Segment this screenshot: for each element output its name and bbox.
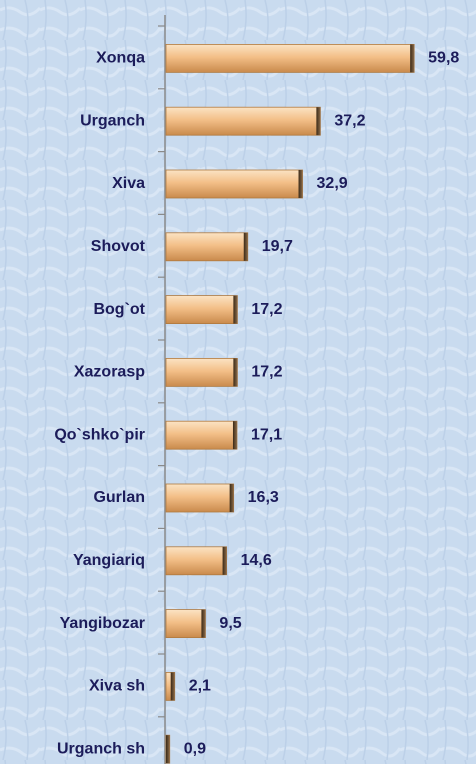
- bar: [165, 546, 227, 576]
- category-label: Gurlan: [93, 489, 145, 506]
- category-label: Qo`shko`pir: [54, 426, 145, 443]
- value-label: 37,2: [334, 112, 365, 129]
- category-label: Bog`ot: [93, 301, 145, 318]
- value-label: 2,1: [189, 678, 211, 695]
- category-label: Xonqa: [96, 50, 145, 67]
- value-label: 17,1: [251, 426, 282, 443]
- bar: [165, 609, 206, 638]
- category-label: Yangibozar: [60, 615, 145, 632]
- category-label: Urganch: [80, 112, 145, 129]
- bar-cap: [233, 295, 238, 324]
- bar-cap: [298, 170, 303, 198]
- category-label: Urganch sh: [57, 740, 145, 757]
- category-label: Xazorasp: [74, 364, 145, 381]
- bar-cap: [243, 232, 248, 261]
- value-label: 17,2: [251, 364, 282, 381]
- value-label: 16,3: [248, 489, 279, 506]
- bar-cap: [201, 609, 206, 638]
- bar: [165, 232, 249, 262]
- bar: [165, 483, 235, 513]
- value-label: 19,7: [262, 238, 293, 255]
- bar-cap: [232, 421, 237, 450]
- bar: [165, 357, 238, 387]
- category-label: Yangiariq: [73, 552, 145, 569]
- bar: [165, 420, 238, 450]
- category-label: Shovot: [91, 238, 146, 255]
- bar: [165, 295, 238, 325]
- bar: [165, 44, 415, 73]
- bar-cap: [316, 107, 321, 136]
- value-label: 0,9: [184, 740, 206, 757]
- bar: [165, 169, 303, 199]
- category-label: Xiva: [112, 175, 145, 192]
- bar-cap: [233, 358, 238, 387]
- category-label: Xiva sh: [89, 678, 145, 695]
- bar: [165, 106, 321, 136]
- value-label: 32,9: [317, 175, 348, 192]
- bar-cap: [170, 672, 175, 701]
- value-label: 14,6: [241, 552, 272, 569]
- bar-cap: [222, 546, 227, 575]
- value-label: 9,5: [219, 615, 241, 632]
- value-label: 17,2: [251, 301, 282, 318]
- value-label: 59,8: [428, 50, 459, 67]
- bar-cap: [410, 44, 415, 73]
- bar-cap: [229, 484, 234, 512]
- bar-cap: [166, 735, 170, 764]
